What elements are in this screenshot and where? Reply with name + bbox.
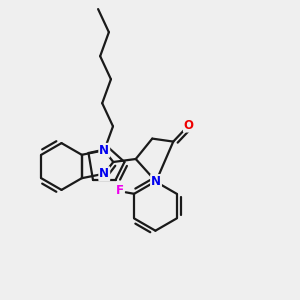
Text: N: N bbox=[151, 175, 161, 188]
Text: N: N bbox=[99, 167, 109, 180]
Text: N: N bbox=[99, 144, 109, 157]
Text: O: O bbox=[184, 118, 194, 132]
Text: F: F bbox=[116, 184, 124, 197]
